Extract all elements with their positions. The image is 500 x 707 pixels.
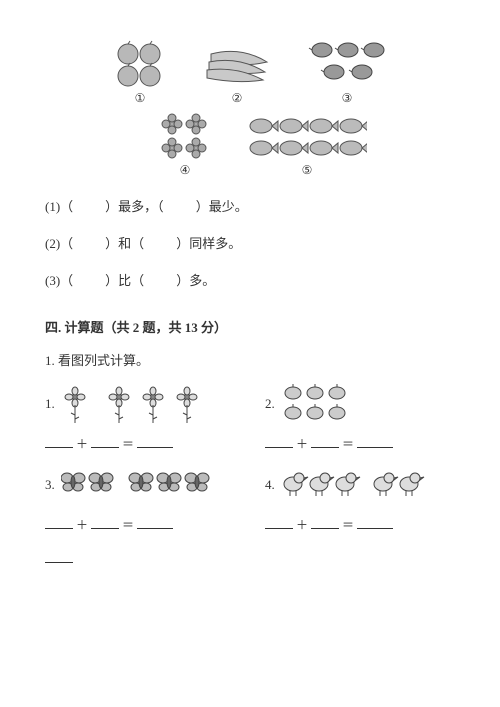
calc-item-3: 3. ＋ ＝ xyxy=(45,464,235,533)
q2-text-1: (2)（ xyxy=(45,236,73,251)
blank[interactable] xyxy=(91,517,119,529)
trailing-blank xyxy=(45,551,455,567)
group-5-label: ⑤ xyxy=(247,163,367,178)
q2-text-3: ）同样多。 xyxy=(176,236,241,251)
calc-4-num: 4. xyxy=(265,477,275,493)
equation-4: ＋ ＝ xyxy=(265,516,455,533)
group-1-label: ① xyxy=(114,91,166,106)
blank[interactable] xyxy=(137,517,173,529)
blank[interactable] xyxy=(265,436,293,448)
question-2: (2)（ ）和（ ）同样多。 xyxy=(45,233,455,252)
blank[interactable] xyxy=(45,436,73,448)
chick-icon xyxy=(281,466,431,504)
q1-text-3: ）最少。 xyxy=(196,199,248,214)
plus-sign: ＋ xyxy=(296,518,308,532)
question-3: (3)（ ）比（ ）多。 xyxy=(45,270,455,289)
calc-item-2: 2. ＋ ＝ xyxy=(265,383,455,452)
q3-text-3: ）多。 xyxy=(176,273,215,288)
plus-sign: ＋ xyxy=(76,518,88,532)
flower2-icon xyxy=(61,383,211,425)
apple-icon xyxy=(114,40,166,88)
picture-row-1: ① ② ③ xyxy=(45,40,455,106)
equation-3: ＋ ＝ xyxy=(45,516,235,533)
q1-text-1: (1)（ xyxy=(45,199,73,214)
section-4-header: 四. 计算题（共 2 题，共 13 分） xyxy=(45,317,455,336)
blank[interactable] xyxy=(265,517,293,529)
plus-sign: ＋ xyxy=(76,437,88,451)
blank[interactable] xyxy=(311,436,339,448)
q3-text-2: ）比（ xyxy=(105,273,144,288)
bird-icon xyxy=(308,40,386,88)
blank[interactable] xyxy=(45,551,73,563)
calc-item-1: 1. ＋ ＝ xyxy=(45,383,235,452)
question-1: (1)（ ）最多，（ ）最少。 xyxy=(45,196,455,215)
blank[interactable] xyxy=(311,517,339,529)
butterfly-icon xyxy=(61,466,211,504)
group-5: ⑤ xyxy=(247,116,367,178)
group-2-label: ② xyxy=(201,91,273,106)
plus-sign: ＋ xyxy=(296,437,308,451)
calc-grid: 1. ＋ ＝ 2. xyxy=(45,383,455,533)
picture-row-2: ④ ⑤ xyxy=(70,112,455,178)
equals-sign: ＝ xyxy=(122,437,134,451)
q3-text-1: (3)（ xyxy=(45,273,73,288)
group-3-label: ③ xyxy=(308,91,386,106)
blank[interactable] xyxy=(357,517,393,529)
equals-sign: ＝ xyxy=(122,518,134,532)
fish-icon xyxy=(247,116,367,160)
banana-icon xyxy=(201,44,273,88)
calc-1-num: 1. xyxy=(45,396,55,412)
blank[interactable] xyxy=(91,436,119,448)
group-4-label: ④ xyxy=(158,163,212,178)
calc-2-num: 2. xyxy=(265,396,275,412)
equation-2: ＋ ＝ xyxy=(265,435,455,452)
blank[interactable] xyxy=(357,436,393,448)
pumpkin-icon xyxy=(281,383,391,425)
blank[interactable] xyxy=(45,517,73,529)
equals-sign: ＝ xyxy=(342,437,354,451)
equation-1: ＋ ＝ xyxy=(45,435,235,452)
section-4-sub1: 1. 看图列式计算。 xyxy=(45,350,455,369)
flower-icon xyxy=(158,112,212,160)
group-4: ④ xyxy=(158,112,212,178)
group-2: ② xyxy=(201,44,273,106)
equals-sign: ＝ xyxy=(342,518,354,532)
calc-item-4: 4. ＋ ＝ xyxy=(265,464,455,533)
calc-3-num: 3. xyxy=(45,477,55,493)
q1-text-2: ）最多，（ xyxy=(105,199,164,214)
q2-text-2: ）和（ xyxy=(105,236,144,251)
group-3: ③ xyxy=(308,40,386,106)
group-1: ① xyxy=(114,40,166,106)
blank[interactable] xyxy=(137,436,173,448)
